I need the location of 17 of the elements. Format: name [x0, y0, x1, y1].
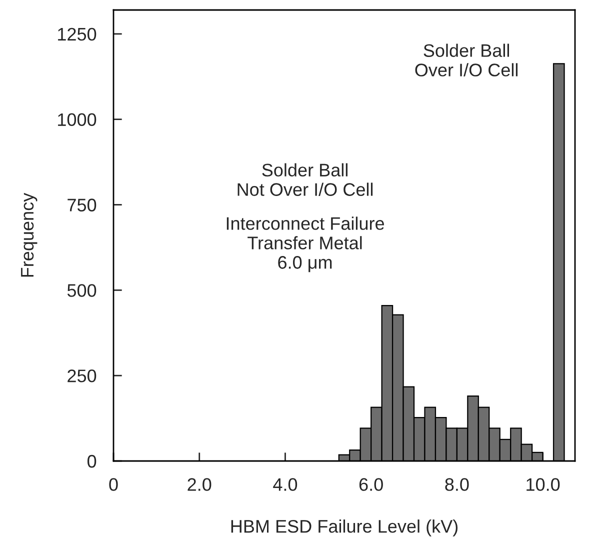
x-tick-label: 4.0 — [273, 478, 298, 491]
x-tick-label: 6.0 — [359, 478, 383, 491]
annotation: Solder Ball Not Over I/O Cell — [238, 163, 373, 196]
y-axis-title: Frequency — [21, 192, 38, 277]
y-tick-label: 0 — [88, 454, 96, 468]
x-tick-label: 0 — [109, 478, 118, 491]
x-tick-label: 2.0 — [188, 478, 212, 491]
annotation: Interconnect Failure Transfer Metal 6.0 μm — [226, 216, 384, 272]
y-tick-label: 500 — [67, 284, 96, 297]
y-tick-label: 750 — [68, 198, 96, 212]
y-tick-label: 1250 — [58, 28, 96, 41]
y-tick-label: 1000 — [58, 113, 96, 126]
y-tick-label: 250 — [68, 370, 96, 382]
annotation: Solder Ball Over I/O Cell — [415, 44, 518, 76]
x-axis-title: HBM ESD Failure Level (kV) — [231, 520, 458, 536]
x-tick-label: 8.0 — [445, 478, 469, 491]
x-tick-label: 10.0 — [526, 478, 560, 491]
